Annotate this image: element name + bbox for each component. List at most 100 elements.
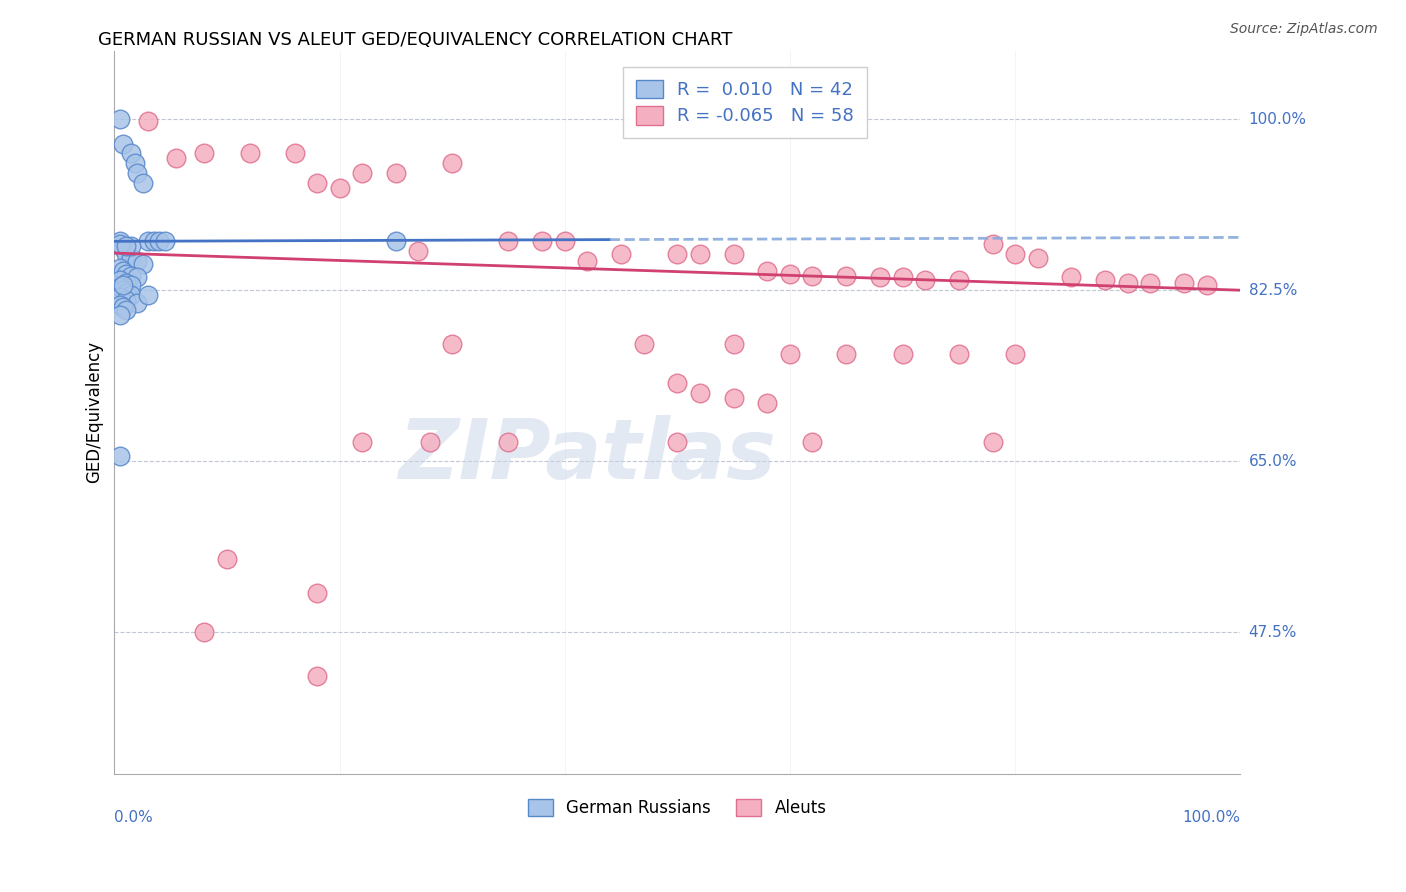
Text: 100.0%: 100.0% (1249, 112, 1306, 127)
Point (193, 625, 215, 640)
Point (131, 257, 153, 271)
Point (689, 385, 711, 400)
Point (108, 450, 131, 464)
Point (352, 166, 374, 180)
Point (981, 434, 1004, 449)
Point (114, 293, 136, 307)
Point (112, 241, 135, 255)
Point (307, 176, 329, 190)
Point (108, 273, 131, 287)
Point (1060, 270, 1083, 285)
Point (112, 278, 135, 293)
Point (948, 273, 970, 287)
Point (801, 268, 824, 283)
Point (165, 151, 187, 165)
Text: Source: ZipAtlas.com: Source: ZipAtlas.com (1230, 22, 1378, 37)
Point (108, 237, 131, 252)
Point (114, 247, 136, 261)
Text: ZIPatlas: ZIPatlas (398, 416, 776, 496)
Point (498, 434, 520, 449)
Point (981, 237, 1004, 252)
Point (756, 395, 779, 409)
Point (329, 180, 352, 194)
Point (120, 146, 142, 161)
Point (108, 308, 131, 322)
Point (554, 235, 576, 249)
Point (914, 273, 936, 287)
Point (498, 235, 520, 249)
Point (112, 263, 135, 277)
Point (307, 586, 329, 600)
Point (112, 300, 135, 314)
Point (148, 235, 170, 249)
Point (120, 251, 142, 265)
Text: 47.5%: 47.5% (1249, 625, 1296, 640)
Point (125, 253, 148, 268)
Point (352, 434, 374, 449)
Point (779, 347, 801, 361)
Point (723, 337, 745, 351)
Point (108, 298, 131, 312)
Point (1173, 277, 1195, 291)
Point (723, 391, 745, 405)
Point (193, 146, 215, 161)
Point (114, 277, 136, 291)
Point (441, 337, 464, 351)
Point (385, 235, 408, 249)
Y-axis label: GED/Equivalency: GED/Equivalency (86, 342, 103, 483)
Point (610, 247, 633, 261)
Point (120, 239, 142, 253)
Text: GERMAN RUSSIAN VS ALEUT GED/EQUIVALENCY CORRELATION CHART: GERMAN RUSSIAN VS ALEUT GED/EQUIVALENCY … (98, 31, 733, 49)
Legend: German Russians, Aleuts: German Russians, Aleuts (522, 792, 834, 823)
Point (120, 268, 142, 283)
Point (215, 552, 238, 566)
Point (441, 156, 464, 170)
Point (1094, 273, 1116, 287)
Point (136, 288, 159, 302)
Point (1139, 277, 1161, 291)
Point (1004, 347, 1026, 361)
Point (108, 112, 131, 127)
Point (283, 146, 305, 161)
Point (153, 235, 176, 249)
Point (114, 239, 136, 253)
Point (779, 267, 801, 281)
Point (385, 166, 408, 180)
Point (419, 434, 441, 449)
Point (108, 290, 131, 304)
Text: 0.0%: 0.0% (114, 810, 153, 825)
Point (114, 267, 136, 281)
Point (124, 156, 146, 170)
Point (835, 347, 858, 361)
Point (723, 247, 745, 261)
Point (576, 253, 599, 268)
Point (835, 268, 858, 283)
Point (666, 247, 689, 261)
Point (307, 669, 329, 683)
Point (125, 270, 148, 285)
Point (238, 146, 260, 161)
Point (689, 247, 711, 261)
Point (142, 235, 165, 249)
Point (1004, 247, 1026, 261)
Point (125, 166, 148, 180)
Point (131, 176, 153, 190)
Point (948, 347, 970, 361)
Point (108, 235, 131, 249)
Point (108, 280, 131, 294)
Point (136, 235, 159, 249)
Point (114, 286, 136, 301)
Point (112, 136, 135, 151)
Point (114, 302, 136, 317)
Text: 100.0%: 100.0% (1182, 810, 1240, 825)
Text: 82.5%: 82.5% (1249, 283, 1296, 298)
Point (666, 376, 689, 390)
Point (1116, 277, 1139, 291)
Point (633, 337, 655, 351)
Point (801, 434, 824, 449)
Point (891, 270, 914, 285)
Point (408, 244, 430, 258)
Point (1195, 278, 1218, 293)
Point (756, 263, 779, 277)
Point (120, 278, 142, 293)
